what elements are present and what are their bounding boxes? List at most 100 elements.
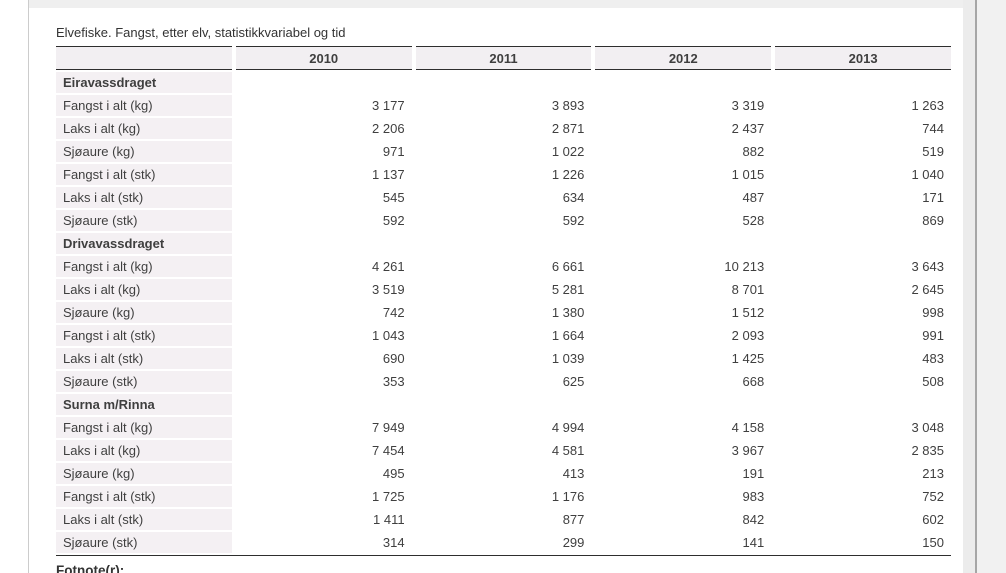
value-cell: 1 176	[415, 486, 592, 507]
value-cell: 625	[415, 371, 592, 392]
row-label-cell: Sjøaure (stk)	[56, 532, 232, 553]
value-cell: 3 048	[775, 417, 951, 438]
value-cell: 191	[595, 463, 772, 484]
row-label-cell: Sjøaure (stk)	[56, 371, 232, 392]
value-cell: 1 425	[595, 348, 772, 369]
value-cell: 3 967	[595, 440, 772, 461]
value-cell: 592	[235, 210, 412, 231]
value-cell: 668	[595, 371, 772, 392]
value-cell: 1 137	[235, 164, 412, 185]
group-header-row: Eiravassdraget	[56, 72, 951, 93]
value-cell: 752	[775, 486, 951, 507]
top-strip	[29, 0, 1006, 8]
value-cell: 991	[775, 325, 951, 346]
value-cell: 971	[235, 141, 412, 162]
statistics-table-wrap: 2010 2011 2012 2013 Eiravassdraget Fangst…	[56, 44, 951, 556]
value-cell: 592	[415, 210, 592, 231]
row-label-cell: Laks i alt (kg)	[56, 279, 232, 300]
year-column-header-2011: 2011	[415, 46, 592, 70]
value-cell: 983	[595, 486, 772, 507]
value-cell: 4 581	[415, 440, 592, 461]
value-cell: 842	[595, 509, 772, 530]
table-row: Laks i alt (kg) 2 206 2 871 2 437 744	[56, 118, 951, 139]
value-cell	[775, 394, 951, 415]
scrollbar-track[interactable]	[963, 0, 1006, 573]
value-cell: 3 893	[415, 95, 592, 116]
value-cell: 3 319	[595, 95, 772, 116]
scrollbar-divider-line	[975, 0, 977, 573]
value-cell: 299	[415, 532, 592, 553]
value-cell: 1 411	[235, 509, 412, 530]
value-cell: 742	[235, 302, 412, 323]
value-cell: 1 664	[415, 325, 592, 346]
value-cell	[775, 233, 951, 254]
value-cell: 1 512	[595, 302, 772, 323]
row-label-cell: Sjøaure (kg)	[56, 463, 232, 484]
value-cell: 519	[775, 141, 951, 162]
header-row: 2010 2011 2012 2013	[56, 46, 951, 70]
value-cell	[235, 72, 412, 93]
value-cell: 1 015	[595, 164, 772, 185]
table-row: Laks i alt (kg) 3 519 5 281 8 701 2 645	[56, 279, 951, 300]
value-cell	[595, 72, 772, 93]
value-cell: 1 040	[775, 164, 951, 185]
value-cell: 495	[235, 463, 412, 484]
value-cell: 1 039	[415, 348, 592, 369]
value-cell: 1 022	[415, 141, 592, 162]
value-cell: 998	[775, 302, 951, 323]
group-header-row: Drivavassdraget	[56, 233, 951, 254]
value-cell: 1 263	[775, 95, 951, 116]
group-label-cell: Drivavassdraget	[56, 233, 232, 254]
value-cell: 2 206	[235, 118, 412, 139]
value-cell: 528	[595, 210, 772, 231]
table-row: Laks i alt (stk) 1 411 877 842 602	[56, 509, 951, 530]
value-cell: 5 281	[415, 279, 592, 300]
value-cell	[415, 72, 592, 93]
table-row: Sjøaure (kg) 742 1 380 1 512 998	[56, 302, 951, 323]
year-column-header-2012: 2012	[595, 46, 772, 70]
row-label-cell: Laks i alt (stk)	[56, 509, 232, 530]
value-cell: 2 871	[415, 118, 592, 139]
table-row: Laks i alt (kg) 7 454 4 581 3 967 2 835	[56, 440, 951, 461]
table-header: 2010 2011 2012 2013	[56, 46, 951, 70]
value-cell: 141	[595, 532, 772, 553]
table-row: Fangst i alt (kg) 4 261 6 661 10 213 3 643	[56, 256, 951, 277]
stub-header-cell	[56, 46, 232, 70]
value-cell	[415, 394, 592, 415]
value-cell: 7 454	[235, 440, 412, 461]
value-cell: 487	[595, 187, 772, 208]
row-label-cell: Fangst i alt (kg)	[56, 256, 232, 277]
value-cell: 690	[235, 348, 412, 369]
value-cell: 4 158	[595, 417, 772, 438]
value-cell	[595, 233, 772, 254]
table-row: Sjøaure (stk) 314 299 141 150	[56, 532, 951, 553]
value-cell: 314	[235, 532, 412, 553]
value-cell: 545	[235, 187, 412, 208]
footnote-heading: Fotnote(r):	[56, 563, 125, 573]
value-cell: 1 226	[415, 164, 592, 185]
value-cell: 3 643	[775, 256, 951, 277]
statistics-table: 2010 2011 2012 2013 Eiravassdraget Fangst…	[52, 44, 955, 555]
value-cell: 6 661	[415, 256, 592, 277]
value-cell: 2 835	[775, 440, 951, 461]
row-label-cell: Sjøaure (kg)	[56, 302, 232, 323]
value-cell: 150	[775, 532, 951, 553]
value-cell: 1 725	[235, 486, 412, 507]
row-label-cell: Fangst i alt (stk)	[56, 486, 232, 507]
value-cell: 1 380	[415, 302, 592, 323]
value-cell: 3 519	[235, 279, 412, 300]
group-label-cell: Eiravassdraget	[56, 72, 232, 93]
value-cell	[235, 394, 412, 415]
row-label-cell: Laks i alt (stk)	[56, 348, 232, 369]
table-row: Fangst i alt (stk) 1 137 1 226 1 015 1 040	[56, 164, 951, 185]
value-cell: 508	[775, 371, 951, 392]
panel-left-divider	[28, 0, 29, 573]
statbank-panel: Elvefiske. Fangst, etter elv, statistikk…	[56, 0, 951, 573]
value-cell: 744	[775, 118, 951, 139]
year-column-header-2013: 2013	[775, 46, 951, 70]
row-label-cell: Fangst i alt (stk)	[56, 325, 232, 346]
table-row: Sjøaure (kg) 971 1 022 882 519	[56, 141, 951, 162]
value-cell: 4 994	[415, 417, 592, 438]
table-body: Eiravassdraget Fangst i alt (kg) 3 177 3 89…	[56, 72, 951, 553]
